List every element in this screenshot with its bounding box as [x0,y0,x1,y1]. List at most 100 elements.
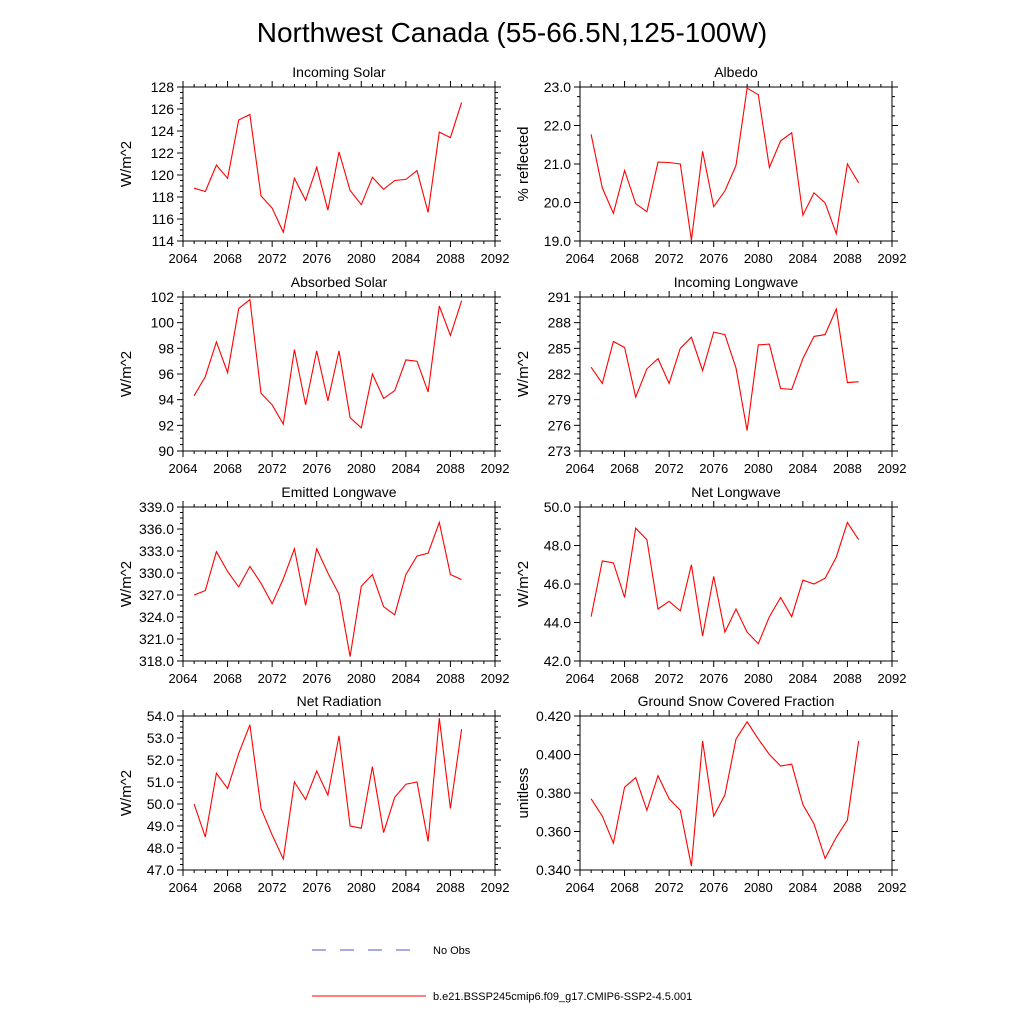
y-tick-label: 128 [151,79,175,95]
y-axis-label: % reflected [515,126,532,201]
series-line-0 [590,307,859,431]
y-tick-label: 120 [151,167,175,183]
y-tick-label: 0.380 [536,785,571,801]
x-tick-label: 2084 [788,671,817,686]
x-tick-label: 2076 [302,671,331,686]
y-tick-label: 52.0 [147,752,174,768]
x-tick-label: 2084 [788,461,817,476]
y-tick-label: 339.0 [139,499,174,515]
x-tick-label: 2072 [655,461,684,476]
x-tick-label: 2068 [610,671,639,686]
y-tick-label: 92 [158,417,174,433]
series-line-0 [193,718,463,861]
x-tick-label: 2088 [436,461,465,476]
x-tick-label: 2092 [481,461,510,476]
plot-frame [182,506,496,662]
x-tick-label: 2064 [566,251,595,266]
plot-frame [579,296,893,452]
x-tick-label: 2068 [213,461,242,476]
x-tick-label: 2068 [610,461,639,476]
figure-title: Northwest Canada (55-66.5N,125-100W) [257,17,767,48]
y-tick-label: 47.0 [147,862,174,878]
y-tick-label: 0.400 [536,747,571,763]
x-tick-label: 2080 [347,251,376,266]
y-tick-label: 276 [548,417,572,433]
panel-title: Ground Snow Covered Fraction [638,693,835,709]
y-axis-label: W/m^2 [118,141,135,187]
x-tick-label: 2072 [258,880,287,895]
panel-title: Incoming Solar [292,64,386,80]
legend-entry-model: b.e21.BSSP245cmip6.f09_g17.CMIP6-SSP2-4.… [312,991,692,1003]
x-tick-label: 2088 [833,251,862,266]
y-tick-label: 46.0 [544,576,571,592]
panel-title: Emitted Longwave [281,484,396,500]
x-tick-label: 2084 [391,671,420,686]
x-tick-label: 2076 [699,671,728,686]
series-line-0 [193,102,463,234]
x-tick-label: 2092 [481,671,510,686]
y-tick-label: 285 [548,340,572,356]
x-tick-label: 2076 [302,880,331,895]
legend-entry-no-obs: No Obs [312,945,471,957]
y-tick-label: 51.0 [147,774,174,790]
x-tick-label: 2068 [213,671,242,686]
y-tick-label: 0.340 [536,862,571,878]
legend-label-model: b.e21.BSSP245cmip6.f09_g17.CMIP6-SSP2-4.… [433,991,692,1003]
x-tick-label: 2068 [610,880,639,895]
x-tick-label: 2080 [347,461,376,476]
y-tick-label: 96 [158,366,174,382]
y-tick-label: 48.0 [147,840,174,856]
x-tick-label: 2084 [788,880,817,895]
x-tick-label: 2080 [744,671,773,686]
x-tick-label: 2080 [744,461,773,476]
x-tick-label: 2088 [833,461,862,476]
y-axis-label: unitless [515,768,532,819]
panel-title: Albedo [714,64,758,80]
y-tick-label: 23.0 [544,79,571,95]
y-tick-label: 50.0 [147,796,174,812]
y-tick-label: 19.0 [544,233,571,249]
y-tick-label: 22.0 [544,118,571,134]
x-tick-label: 2088 [833,880,862,895]
chart-panel-4: 2064 2068 2072 2076 2080 2084 2088 2092 318.0 321… [118,484,509,686]
series-line-0 [193,298,463,429]
panel-title: Absorbed Solar [291,274,388,290]
y-tick-label: 282 [548,366,572,382]
x-tick-label: 2088 [436,671,465,686]
x-tick-label: 2084 [391,461,420,476]
panel-grid: 2064 2068 2072 2076 2080 2084 2088 2092 114 116 11… [118,64,906,895]
chart-panel-1: 2064 2068 2072 2076 2080 2084 2088 2092 19.0 20.0… [515,64,906,266]
y-tick-label: 54.0 [147,708,174,724]
y-tick-label: 21.0 [544,156,571,172]
x-tick-label: 2076 [699,251,728,266]
x-tick-label: 2092 [878,461,907,476]
x-tick-label: 2064 [169,251,198,266]
y-tick-label: 333.0 [139,543,174,559]
y-tick-label: 124 [151,123,175,139]
x-tick-label: 2064 [566,671,595,686]
y-tick-label: 53.0 [147,730,174,746]
y-tick-label: 0.360 [536,824,571,840]
x-tick-label: 2092 [878,671,907,686]
x-tick-label: 2064 [169,461,198,476]
y-tick-label: 318.0 [139,653,174,669]
chart-panel-7: 2064 2068 2072 2076 2080 2084 2088 2092 0.340 0.3… [515,693,906,895]
chart-panel-2: 2064 2068 2072 2076 2080 2084 2088 2092 90 92 94 96… [118,274,509,476]
y-tick-label: 42.0 [544,653,571,669]
x-tick-label: 2068 [610,251,639,266]
legend-label-no-obs: No Obs [433,945,471,957]
x-tick-label: 2072 [655,251,684,266]
series-line-0 [590,521,860,645]
panel-title: Incoming Longwave [674,274,799,290]
legend: No Obs b.e21.BSSP245cmip6.f09_g17.CMIP6-… [312,945,692,1003]
x-tick-label: 2076 [699,461,728,476]
x-tick-label: 2092 [878,880,907,895]
x-tick-label: 2088 [436,251,465,266]
y-tick-label: 122 [151,145,175,161]
y-axis-label: W/m^2 [515,561,532,607]
x-tick-label: 2084 [391,880,420,895]
x-tick-label: 2092 [481,251,510,266]
x-tick-label: 2092 [481,880,510,895]
x-tick-label: 2072 [258,251,287,266]
x-tick-label: 2064 [566,880,595,895]
